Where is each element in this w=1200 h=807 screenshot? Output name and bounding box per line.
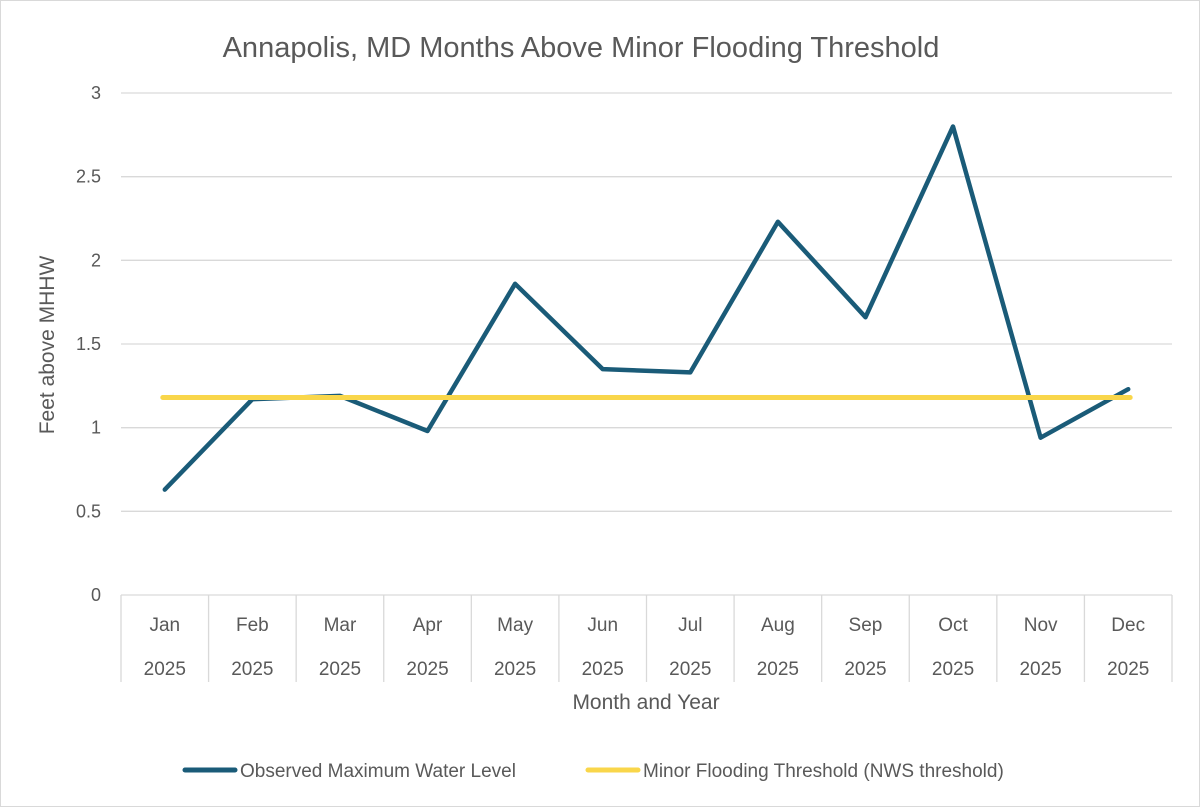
y-tick-label: 2	[91, 250, 101, 270]
x-tick-label-year: 2025	[582, 659, 624, 680]
x-tick-label-year: 2025	[932, 659, 974, 680]
x-axis: Jan 2025 Feb 2025 Mar 2025 Apr 2025 May 2025 Jun 20…	[120, 595, 1173, 682]
x-tick-label-month: Mar	[324, 615, 357, 636]
x-tick-label-year: 2025	[406, 659, 448, 680]
y-axis-ticks: 0 0.5 1 1.5 2 2.5 3	[76, 83, 101, 605]
x-tick-label-year: 2025	[231, 659, 273, 680]
x-tick-label-year: 2025	[757, 659, 799, 680]
legend-item-threshold-label: Minor Flooding Threshold (NWS threshold)	[643, 761, 1004, 782]
y-tick-label: 1	[91, 418, 101, 438]
chart-title: Annapolis, MD Months Above Minor Floodin…	[223, 32, 940, 64]
series-line-observed-water-level	[162, 124, 1131, 492]
y-tick-label: 1.5	[76, 334, 101, 354]
x-tick-label-month: Jan	[149, 615, 180, 636]
x-tick-label-year: 2025	[144, 659, 186, 680]
y-tick-label: 0.5	[76, 501, 101, 521]
x-tick-label-month: Apr	[413, 615, 443, 636]
y-tick-label: 0	[91, 585, 101, 605]
x-tick-label-month: Oct	[938, 615, 968, 636]
legend: Observed Maximum Water Level Minor Floodi…	[182, 761, 1004, 782]
x-tick-label-month: Jul	[678, 615, 702, 636]
x-tick-label-month: Dec	[1111, 615, 1145, 636]
series-group	[160, 124, 1133, 492]
y-axis-title: Feet above MHHW	[36, 256, 59, 435]
x-tick-label-month: Jun	[587, 615, 618, 636]
x-tick-label-month: Sep	[849, 615, 883, 636]
x-tick-label-month: Nov	[1024, 615, 1058, 636]
y-tick-label: 3	[91, 83, 101, 103]
x-tick-label-month: Feb	[236, 615, 269, 636]
x-tick-label-year: 2025	[494, 659, 536, 680]
x-tick-label-month: Aug	[761, 615, 795, 636]
x-tick-label-year: 2025	[844, 659, 886, 680]
x-tick-label-year: 2025	[669, 659, 711, 680]
legend-item-observed-label: Observed Maximum Water Level	[240, 761, 516, 782]
y-tick-label: 2.5	[76, 167, 101, 187]
x-tick-label-year: 2025	[1107, 659, 1149, 680]
x-tick-label-year: 2025	[319, 659, 361, 680]
x-tick-label-month: May	[497, 615, 533, 636]
x-tick-label-year: 2025	[1019, 659, 1061, 680]
x-axis-title: Month and Year	[572, 691, 719, 714]
